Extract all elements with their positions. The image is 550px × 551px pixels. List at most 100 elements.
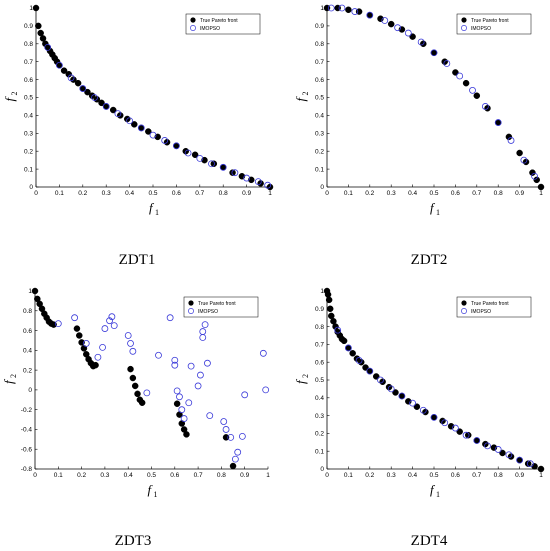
y-tick-label: 0.6 [315, 359, 324, 366]
x-tick-label: 0.2 [78, 190, 87, 197]
y-tick-label: 0.9 [315, 306, 324, 313]
y-tick-label: -0.6 [21, 446, 33, 453]
y-axis-title-subscript: 2 [10, 92, 19, 96]
legend [456, 13, 532, 35]
x-tick-label: 0 [34, 190, 38, 197]
imopso-point [417, 38, 425, 46]
legend-label: IMOPSO [471, 309, 491, 315]
imopso-point [201, 321, 209, 329]
true-front-point [191, 151, 199, 159]
imopso-point [91, 94, 98, 101]
true-front-point [229, 169, 236, 176]
true-front-point [183, 431, 190, 438]
y-tick-label: 0.2 [315, 431, 324, 438]
panel-caption: ZDT4 [411, 533, 448, 549]
true-front-point [340, 337, 348, 345]
x-tick-label: 0.2 [77, 472, 86, 479]
true-front-point [464, 431, 472, 439]
imopso-point [185, 399, 193, 407]
imopso-point [178, 406, 186, 414]
x-tick-label: 0.4 [408, 190, 417, 197]
imopso-point [176, 393, 183, 401]
imopso-point [505, 451, 513, 459]
imopso-point [338, 4, 346, 12]
imopso-point [172, 142, 180, 150]
legend-true-front-marker [461, 300, 467, 306]
true-front-point [127, 365, 134, 373]
true-front-point [109, 106, 117, 114]
true-front-point [345, 6, 352, 14]
imopso-point [173, 387, 181, 395]
imopso-point [387, 385, 395, 393]
true-front-point [35, 22, 42, 30]
x-tick-label: 0.3 [387, 472, 396, 479]
x-tick-label: 0.9 [515, 472, 524, 479]
y-tick-label: 0 [29, 184, 33, 191]
true-front-point [73, 325, 81, 332]
imopso-point [507, 137, 515, 144]
true-front-point [98, 99, 105, 107]
x-tick-label: 0 [325, 190, 329, 197]
true-front-point [65, 70, 73, 78]
imopso-point [149, 131, 157, 139]
x-tick-label: 1 [539, 190, 543, 197]
true-front-point [473, 92, 481, 99]
x-axis-title-subscript: 1 [436, 208, 440, 217]
true-front-point [39, 35, 47, 42]
true-front-point [529, 169, 536, 176]
imopso-point [79, 85, 87, 92]
x-axis-title: f [149, 200, 155, 215]
imopso-point [451, 424, 459, 432]
x-axis-title: f [148, 482, 154, 497]
legend [183, 296, 259, 318]
x-tick-label: 0.9 [515, 190, 524, 197]
imopso-point [54, 320, 62, 328]
imopso-point [254, 178, 262, 186]
y-tick-label: 0.1 [315, 166, 324, 173]
imopso-point [238, 432, 246, 440]
x-tick-label: 0.3 [100, 472, 109, 479]
imopso-point [220, 418, 228, 425]
imopso-point [381, 17, 389, 24]
true-front-point [505, 133, 513, 141]
imopso-point [469, 86, 476, 94]
imopso-point [398, 392, 406, 400]
panel-caption: ZDT1 [119, 252, 156, 268]
x-tick-label: 0.7 [472, 472, 481, 479]
true-front-point [131, 382, 139, 390]
imopso-point [462, 431, 470, 439]
true-front-point [516, 149, 523, 157]
x-tick-label: 0.1 [344, 190, 353, 197]
y-tick-label: 0.4 [23, 348, 32, 355]
imopso-point [494, 446, 502, 453]
imopso-point [161, 137, 169, 144]
imopso-point [494, 119, 502, 126]
imopso-point [409, 399, 417, 407]
true-front-point [84, 88, 91, 96]
imopso-point [126, 117, 134, 125]
x-tick-label: 0.5 [429, 190, 438, 197]
true-front-point [409, 33, 416, 40]
chart-panel-zdt2: 0 0.1 0.2 0.3 0.4 0.5 0.6 0.7 0.8 0.9 1 0 0.1 0.2 0.3 0… [293, 4, 545, 268]
y-axis-title-group: f2 [2, 92, 19, 102]
y-tick-label: 0.3 [315, 131, 324, 138]
x-tick-label: 0.8 [219, 190, 228, 197]
true-front-point [131, 121, 138, 128]
x-tick-label: 0.2 [365, 472, 374, 479]
x-tick-label: 0.8 [494, 190, 503, 197]
y-tick-label: 0.9 [315, 23, 324, 30]
x-tick-label: 0.9 [240, 472, 249, 479]
true-front-point [92, 361, 99, 369]
legend-imopso-marker [461, 25, 467, 31]
true-front-point [456, 428, 463, 435]
x-tick-label: 0.2 [365, 190, 374, 197]
x-tick-label: 0.3 [387, 190, 396, 197]
y-tick-label: 0 [28, 387, 32, 394]
legend [185, 13, 261, 35]
true-front-point [324, 291, 332, 298]
y-tick-label: 0.6 [315, 77, 324, 84]
legend-label: IMOPSO [200, 26, 220, 32]
true-front-point [60, 67, 68, 74]
true-front-point [173, 400, 181, 407]
x-tick-label: 0.1 [344, 472, 353, 479]
